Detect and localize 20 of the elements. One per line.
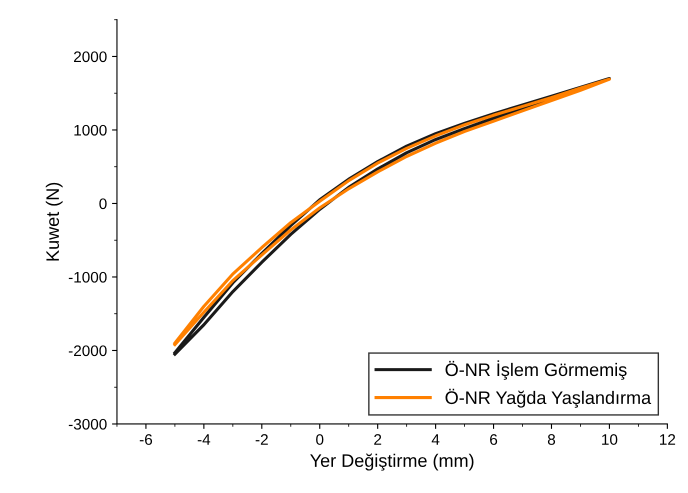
x-tick-label: 12 (660, 434, 676, 445)
x-tick-label: 0 (316, 434, 324, 445)
y-tick-label: -2000 (68, 345, 107, 356)
x-tick-label: -4 (198, 434, 210, 445)
x-tick-label: 2 (374, 434, 382, 445)
y-tick-label: 2000 (74, 51, 107, 62)
y-tick-label: 0 (99, 198, 107, 210)
x-tick-label: 10 (602, 434, 618, 445)
x-tick-label: 8 (548, 434, 556, 445)
x-tick-label: -2 (256, 434, 268, 445)
y-axis-title: Kuwet (N) (46, 182, 63, 260)
x-tick-label: 6 (490, 434, 498, 445)
y-tick-label: 1000 (74, 124, 107, 136)
legend-label: Ö-NR İşlem Görmemiş (446, 360, 627, 380)
x-axis-title: Yer Değiştirme (mm) (310, 454, 474, 471)
y-tick-label: -3000 (68, 418, 107, 430)
x-tick-label: -6 (140, 434, 152, 445)
y-tick-label: -1000 (68, 272, 107, 283)
legend-label: Ö-NR Yağda Yaşlandırma (446, 388, 652, 408)
x-tick-label: 4 (432, 434, 440, 445)
